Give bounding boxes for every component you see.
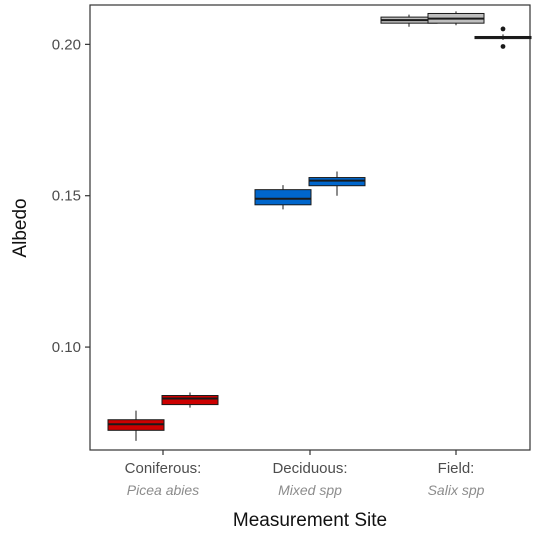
box-mark — [254, 185, 312, 210]
box-mark — [161, 392, 219, 408]
y-tick-label: 0.15 — [52, 188, 81, 205]
plot-panel-border — [89, 4, 531, 451]
box-mark — [474, 26, 532, 49]
outlier-point — [500, 44, 506, 49]
x-tick-label: Coniferous: — [125, 460, 202, 477]
y-tick-label: 0.20 — [52, 36, 81, 53]
box-body — [254, 189, 312, 206]
box-mark — [427, 11, 485, 26]
x-tick-label: Deciduous: — [272, 460, 347, 477]
x-tick-sublabel: Salix spp — [428, 482, 485, 498]
box-body — [161, 395, 219, 406]
x-axis: Coniferous: Picea abies Deciduous: Mixed sp… — [125, 450, 485, 498]
box-body — [308, 177, 366, 187]
box-mark — [107, 410, 165, 441]
x-axis-title: Measurement Site — [233, 510, 387, 531]
y-axis: 0.10 0.15 0.20 — [52, 36, 90, 356]
y-tick-label: 0.10 — [52, 339, 81, 356]
x-tick-label: Field: — [438, 460, 475, 477]
box-series — [107, 11, 532, 441]
x-tick-sublabel: Picea abies — [127, 482, 199, 498]
x-tick-sublabel: Mixed spp — [278, 482, 342, 498]
outlier-point — [500, 26, 506, 32]
box-mark — [308, 171, 366, 196]
y-axis-title: Albedo — [10, 198, 31, 257]
